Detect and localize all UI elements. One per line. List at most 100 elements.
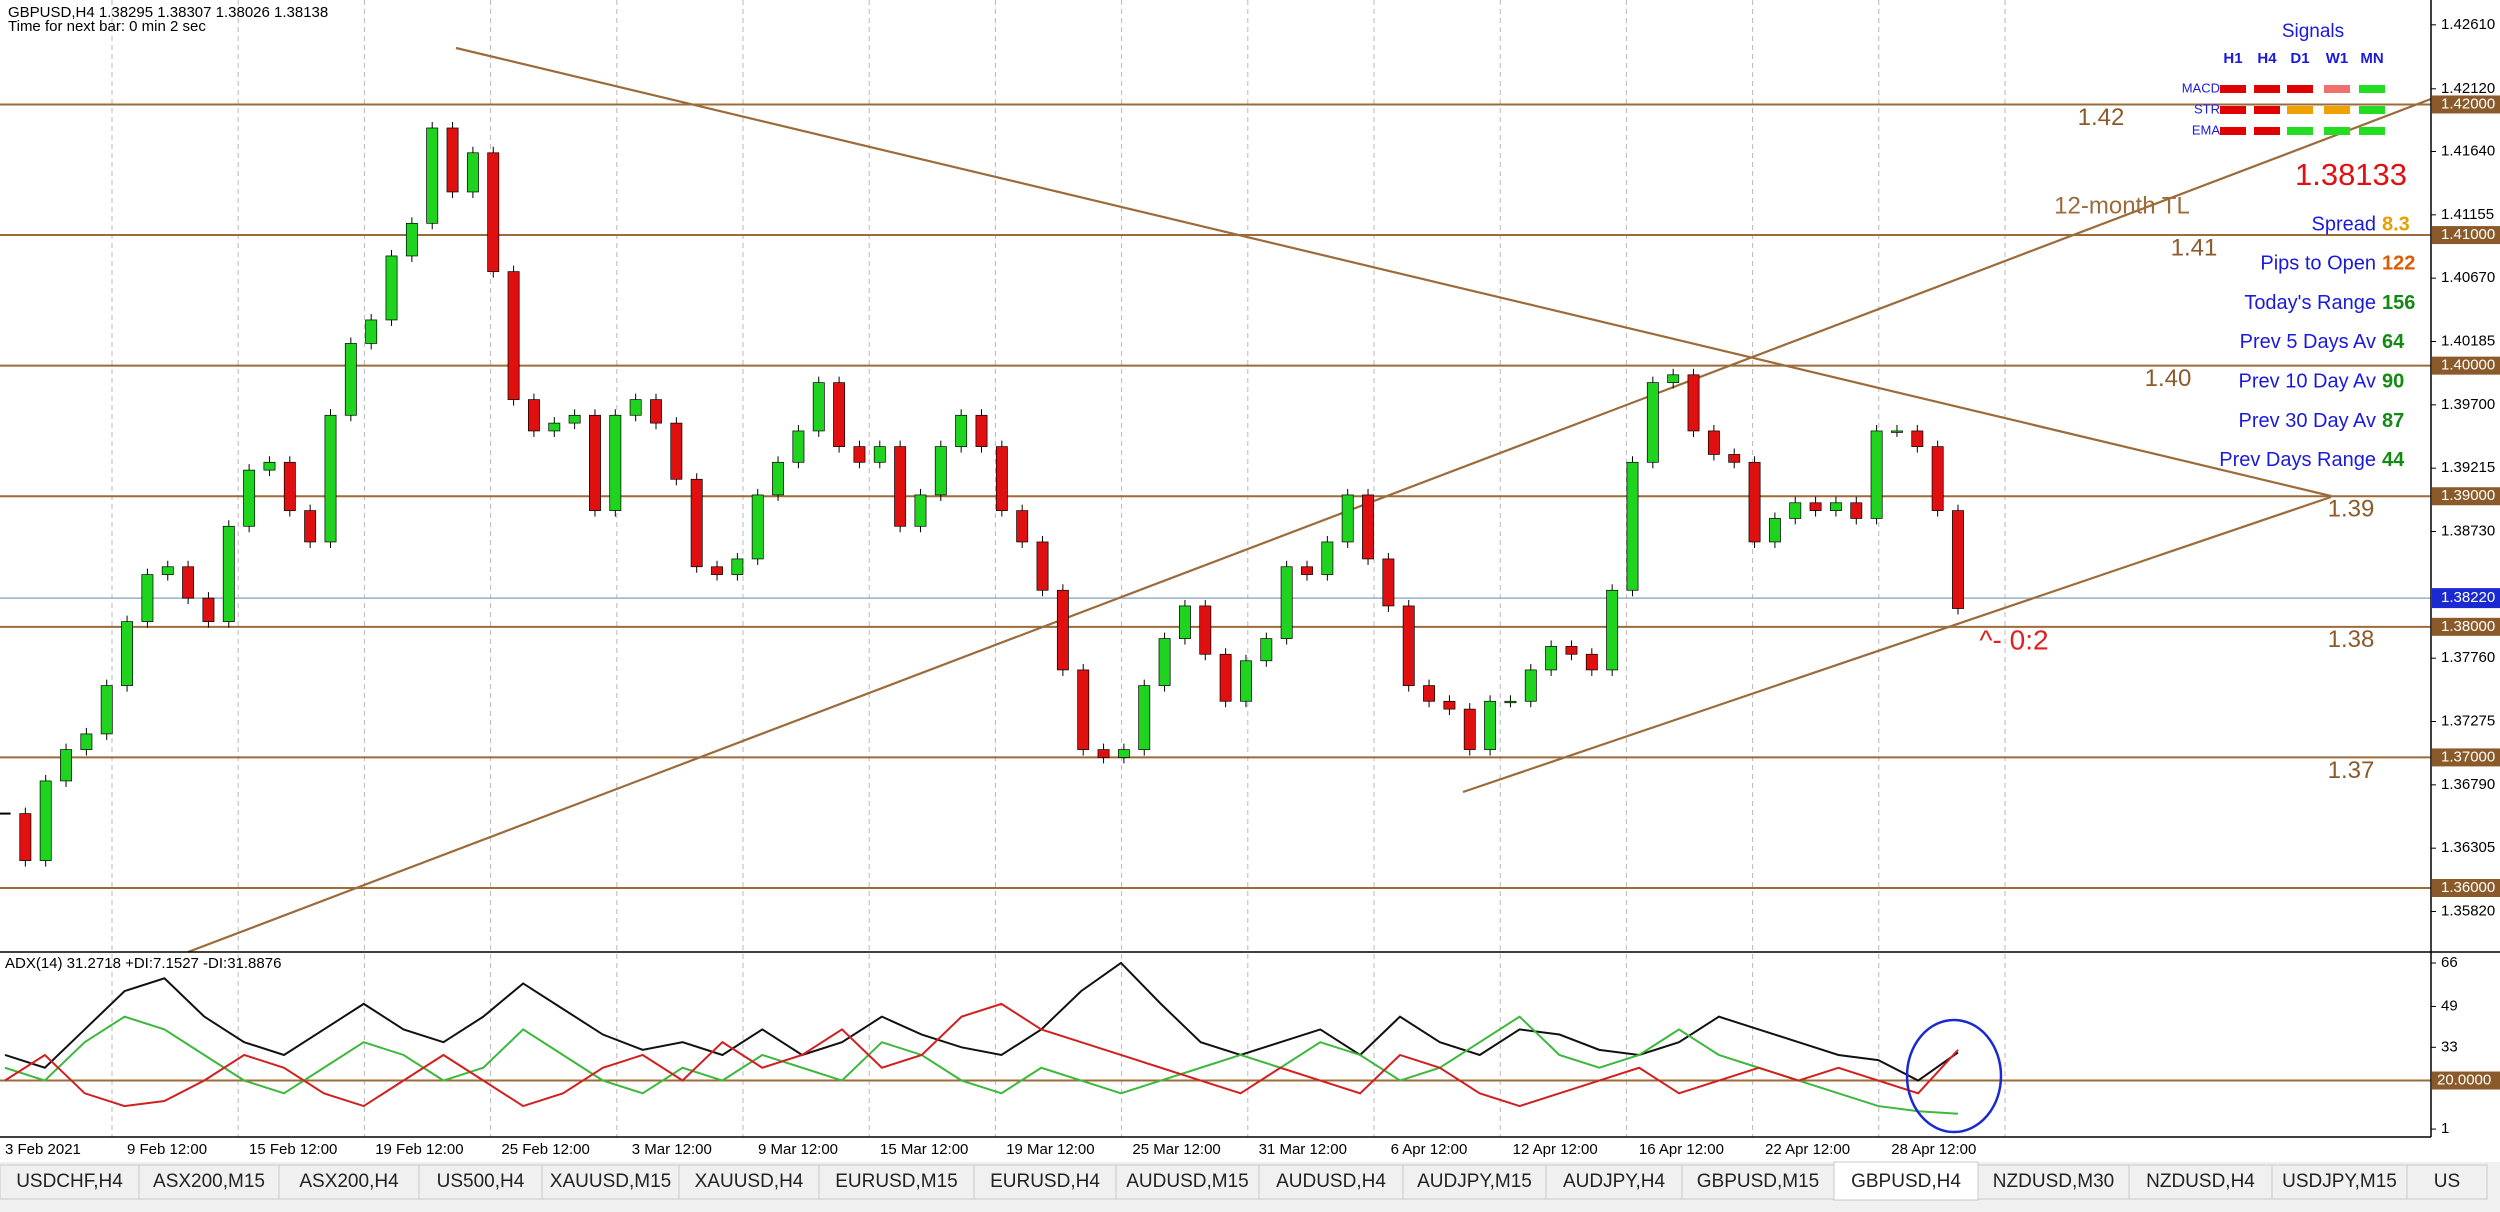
y-tick-label: 1.42610 [2441, 16, 2495, 33]
tab-label[interactable]: EURUSD,M15 [835, 1171, 957, 1192]
level-note: 1.37 [2328, 757, 2375, 784]
candle [487, 152, 500, 272]
y-tick-label: 1.36790 [2441, 776, 2495, 793]
tab-label[interactable]: GBPUSD,M15 [1697, 1171, 1819, 1192]
candle [1382, 558, 1395, 607]
indicator-line [4, 1002, 1959, 1108]
info-label: Prev 5 Days Av [2240, 331, 2376, 353]
tab-label[interactable]: USDJPY,M15 [2282, 1171, 2397, 1192]
candle [1463, 708, 1476, 750]
signal-cell [2359, 127, 2385, 135]
candle [1931, 446, 1944, 511]
candle [527, 399, 540, 432]
y-tick-label: 1.35820 [2441, 902, 2495, 919]
candle [853, 446, 866, 463]
tab[interactable] [1977, 1164, 2130, 1200]
info-label: Prev 10 Day Av [2239, 370, 2376, 392]
candle [1280, 566, 1293, 639]
candle [1402, 605, 1415, 686]
y-tick-label: 1.37760 [2441, 649, 2495, 666]
level-price-label: 1.40000 [2441, 357, 2495, 374]
candle [914, 494, 927, 527]
tab[interactable] [1545, 1164, 1683, 1200]
candle [161, 566, 174, 575]
tab-label[interactable]: USDCHF,H4 [16, 1171, 123, 1192]
candle [629, 399, 642, 416]
candle [873, 446, 886, 463]
tab-label[interactable]: AUDJPY,H4 [1563, 1171, 1666, 1192]
candle [1138, 685, 1151, 750]
candle [1545, 646, 1558, 671]
tab-label[interactable]: NZDUSD,H4 [2146, 1171, 2255, 1192]
info-value: 156 [2382, 292, 2415, 314]
tab-label[interactable]: XAUUSD,M15 [550, 1171, 671, 1192]
y-tick-label: 1.36305 [2441, 839, 2495, 856]
tab[interactable] [278, 1164, 420, 1200]
y-tick-label: 1.37275 [2441, 712, 2495, 729]
candle [121, 621, 134, 686]
candle [19, 813, 32, 861]
tab-label[interactable]: AUDUSD,H4 [1276, 1171, 1386, 1192]
indicator-line [4, 1015, 1959, 1115]
tab-label[interactable]: AUDUSD,M15 [1126, 1171, 1248, 1192]
trendline [1462, 495, 2332, 794]
x-tick-label: 3 Feb 2021 [5, 1141, 81, 1158]
tab-label[interactable]: NZDUSD,M30 [1993, 1171, 2114, 1192]
tab-label[interactable]: US500,H4 [437, 1171, 525, 1192]
info-label: Prev 30 Day Av [2239, 410, 2376, 432]
level-box [2432, 226, 2500, 245]
level-note: 1.38 [2328, 626, 2375, 653]
tab-label[interactable]: XAUUSD,H4 [695, 1171, 804, 1192]
tab-label[interactable]: ASX200,M15 [153, 1171, 265, 1192]
tab-label[interactable]: US [2434, 1171, 2460, 1192]
candle [589, 414, 601, 511]
y-tick-label: 1.41640 [2441, 142, 2495, 159]
candle [1341, 494, 1354, 543]
candle [1707, 430, 1720, 455]
candle [507, 271, 520, 400]
tab[interactable] [1681, 1164, 1835, 1200]
y-tick-label: 1 [2441, 1120, 2449, 1137]
x-tick-label: 28 Apr 12:00 [1891, 1141, 1976, 1158]
x-tick-label: 15 Feb 12:00 [249, 1141, 337, 1158]
level-box [2432, 95, 2500, 114]
tab[interactable] [2406, 1164, 2488, 1200]
tab[interactable] [1402, 1164, 1547, 1200]
x-tick-label: 9 Mar 12:00 [758, 1141, 838, 1158]
signal-cell [2324, 106, 2350, 114]
tab[interactable] [1115, 1164, 1260, 1200]
tab-label[interactable]: EURUSD,H4 [990, 1171, 1100, 1192]
tab-label[interactable]: GBPUSD,H4 [1851, 1171, 1961, 1192]
candle [792, 430, 805, 463]
signal-cell [2254, 85, 2280, 93]
level-note: 1.40 [2145, 365, 2192, 392]
ratio-label: ^- 0:2 [1979, 624, 2048, 655]
level-box [2432, 879, 2500, 898]
level-box [2432, 748, 2500, 767]
tab-label[interactable]: AUDJPY,M15 [1417, 1171, 1532, 1192]
tab[interactable] [1833, 1161, 1979, 1201]
candle [812, 382, 825, 432]
tab-label[interactable]: ASX200,H4 [299, 1171, 399, 1192]
candle [609, 414, 622, 511]
level-price-label: 1.41000 [2441, 226, 2495, 243]
quote-box [2432, 588, 2500, 609]
candle [1667, 374, 1680, 383]
signal-cell [2287, 85, 2313, 93]
signal-column: H4 [2257, 50, 2277, 67]
candle [995, 446, 1008, 511]
candle [1219, 653, 1232, 702]
candle [1260, 638, 1273, 662]
tab[interactable] [138, 1164, 280, 1200]
tab[interactable] [418, 1164, 543, 1200]
tab[interactable] [2271, 1164, 2408, 1200]
info-value: 87 [2382, 410, 2404, 432]
tab[interactable] [2128, 1164, 2273, 1200]
candle [60, 749, 72, 782]
level-box [2432, 356, 2500, 375]
candle [1240, 660, 1252, 702]
tab[interactable] [973, 1164, 1117, 1200]
tab[interactable] [678, 1164, 820, 1200]
tab[interactable] [1258, 1164, 1404, 1200]
